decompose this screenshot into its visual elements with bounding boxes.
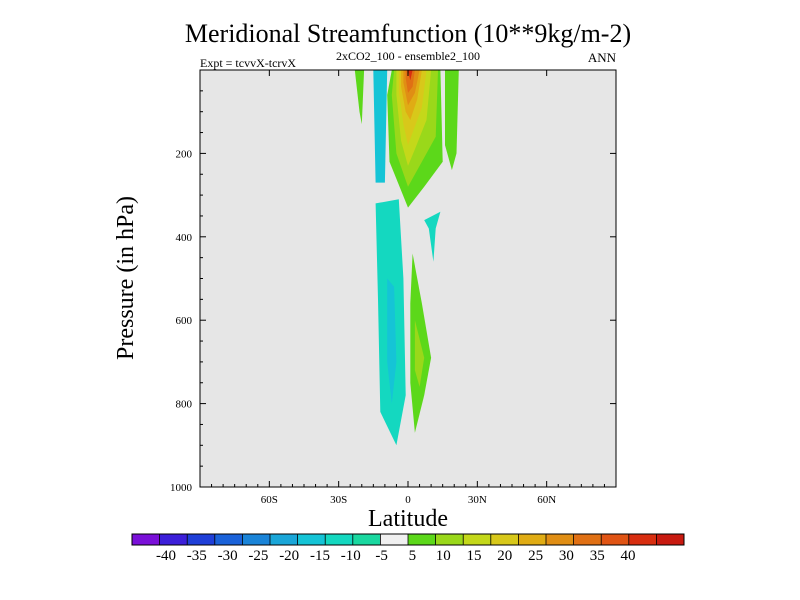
colorbar-label: -20 bbox=[279, 548, 299, 564]
x-tick-label: 60N bbox=[537, 494, 556, 506]
colorbar-label: -35 bbox=[187, 548, 207, 564]
season-label: ANN bbox=[588, 50, 617, 65]
colorbar-swatch bbox=[187, 534, 216, 545]
colorbar-swatch bbox=[463, 534, 492, 545]
case-label: 2xCO2_100 - ensemble2_100 bbox=[336, 49, 480, 63]
axis-ticks: 60S 30S 0 30N 60N 200 400 600 800 1000 bbox=[170, 70, 616, 506]
colorbar-swatch bbox=[601, 534, 630, 545]
colorbar-swatch bbox=[352, 534, 381, 545]
y-tick-label: 800 bbox=[176, 399, 193, 411]
colorbar-swatch bbox=[490, 534, 519, 545]
colorbar-swatch bbox=[297, 534, 326, 545]
x-tick-label: 30S bbox=[330, 494, 347, 506]
colorbar-label: 5 bbox=[409, 548, 417, 564]
colorbar-label: -25 bbox=[248, 548, 268, 564]
contour-region-0 bbox=[354, 70, 365, 125]
colorbar-label: 40 bbox=[621, 548, 636, 564]
colorbar-swatch bbox=[546, 534, 574, 545]
contour-region-10 bbox=[445, 70, 459, 171]
contour-region-1 bbox=[373, 70, 388, 183]
colorbar-swatch bbox=[325, 534, 354, 545]
x-tick-label: 0 bbox=[405, 494, 411, 506]
colorbar-swatch bbox=[435, 534, 464, 545]
colorbar-label: 30 bbox=[559, 548, 574, 564]
colorbar-swatch bbox=[380, 534, 409, 545]
colorbar-swatch bbox=[214, 534, 243, 545]
colorbar-label: 15 bbox=[467, 548, 482, 564]
y-tick-label: 600 bbox=[176, 315, 193, 327]
colorbar-swatch bbox=[242, 534, 271, 545]
experiment-label: Expt = tcvvX-tcrvX bbox=[200, 56, 296, 70]
colorbar-label: 25 bbox=[528, 548, 543, 564]
colorbar-frame bbox=[131, 533, 685, 546]
x-axis-label: Latitude bbox=[368, 506, 448, 532]
colorbar-swatch bbox=[518, 534, 547, 545]
y-tick-label: 1000 bbox=[170, 482, 193, 494]
y-tick-label: 200 bbox=[176, 148, 193, 160]
contour-region-15 bbox=[414, 320, 425, 387]
colorbar-label: -30 bbox=[218, 548, 238, 564]
contour-regions bbox=[354, 70, 459, 446]
colorbar-swatch bbox=[573, 534, 602, 545]
chart-title: Meridional Streamfunction (10**9kg/m-2) bbox=[185, 19, 631, 48]
x-tick-label: 30N bbox=[468, 494, 487, 506]
colorbar-label: -15 bbox=[310, 548, 330, 564]
contour-region-13 bbox=[387, 278, 397, 404]
colorbar-swatch bbox=[408, 534, 436, 545]
colorbar-swatch bbox=[159, 534, 188, 545]
colorbar-label: 20 bbox=[497, 548, 512, 564]
colorbar-label: 10 bbox=[436, 548, 451, 564]
colorbar-label: 35 bbox=[590, 548, 605, 564]
y-tick-label: 400 bbox=[176, 232, 193, 244]
colorbar-label: -40 bbox=[156, 548, 176, 564]
colorbar-swatch bbox=[656, 534, 685, 545]
colorbar-swatch bbox=[132, 534, 160, 545]
colorbar-label: -10 bbox=[341, 548, 361, 564]
contour-region-14 bbox=[410, 253, 432, 433]
colorbar-swatch bbox=[270, 534, 298, 545]
x-tick-label: 60S bbox=[261, 494, 278, 506]
y-axis-label: Pressure (in hPa) bbox=[113, 196, 139, 360]
colorbar-label: -5 bbox=[375, 548, 388, 564]
contour-region-11 bbox=[424, 211, 441, 262]
contour-region-9 bbox=[408, 70, 413, 81]
colorbar-swatch bbox=[628, 534, 657, 545]
colorbar: -40 -35 -30 -25 -20 -15 -10 -5 5 10 15 20 25 30 35 40 bbox=[131, 533, 685, 564]
